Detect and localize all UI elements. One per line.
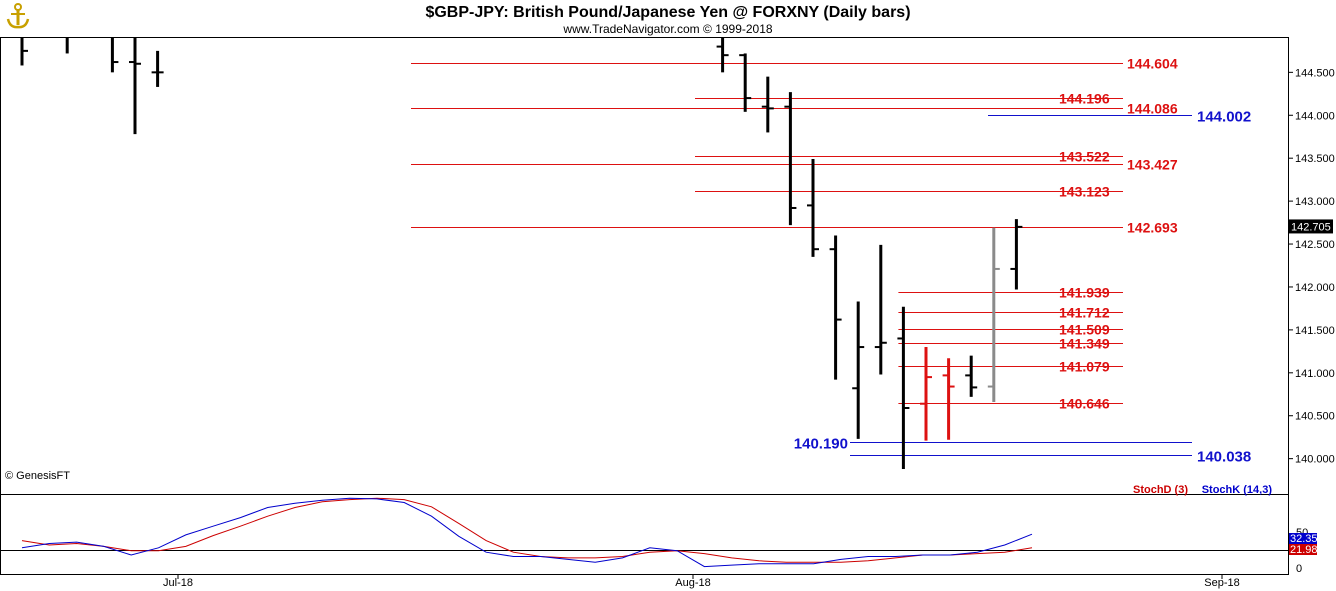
price-tick-label: 144.000 bbox=[1295, 110, 1335, 122]
level-label: 141.509 bbox=[1059, 322, 1110, 338]
level-label: 143.123 bbox=[1059, 184, 1110, 200]
extreme-label: 140.190 bbox=[794, 436, 848, 453]
level-label: 144.604 bbox=[1127, 56, 1178, 72]
ohlc-bar bbox=[151, 50, 164, 87]
ohlc-bar bbox=[852, 301, 865, 439]
ohlc-bar bbox=[1010, 219, 1023, 290]
ohlc-bar bbox=[897, 306, 910, 469]
stoch-d-badge bbox=[1289, 544, 1317, 555]
chart-title: $GBP-JPY: British Pound/Japanese Yen @ F… bbox=[425, 4, 910, 21]
ohlc-bar bbox=[716, 38, 729, 73]
price-tick-label: 141.500 bbox=[1295, 325, 1335, 337]
extreme-label: 140.038 bbox=[1197, 449, 1251, 466]
legend-stoch-d: StochD (3) bbox=[1133, 484, 1188, 496]
anchor-icon bbox=[6, 3, 30, 29]
level-label: 141.939 bbox=[1059, 285, 1110, 301]
ohlc-bar bbox=[829, 235, 842, 380]
bars-layer bbox=[20, 38, 1023, 469]
ohlc-bar bbox=[110, 38, 119, 73]
ohlc-bar bbox=[942, 358, 955, 440]
level-label: 141.079 bbox=[1059, 359, 1110, 375]
level-label: 144.196 bbox=[1059, 91, 1110, 107]
level-label: 144.086 bbox=[1127, 101, 1178, 117]
extreme-label: 144.002 bbox=[1197, 109, 1251, 126]
ohlc-bar bbox=[129, 38, 141, 135]
ohlc-bar bbox=[761, 76, 774, 133]
price-tick-label: 141.000 bbox=[1295, 368, 1335, 380]
stoch-tick-label: 0 bbox=[1296, 563, 1302, 575]
ohlc-bar bbox=[739, 53, 752, 112]
price-axis: 144.500 144.000 143.500 143.000 142.500 142.0… bbox=[1288, 67, 1335, 466]
price-tick-label: 142.500 bbox=[1295, 239, 1335, 251]
level-label: 143.522 bbox=[1059, 149, 1110, 165]
stoch-k-line bbox=[21, 497, 1033, 568]
genesis-watermark: © GenesisFT bbox=[5, 470, 70, 482]
price-tick-label: 140.500 bbox=[1295, 411, 1335, 423]
last-price-badge bbox=[1289, 219, 1333, 234]
price-tick-label: 143.500 bbox=[1295, 153, 1335, 165]
level-label: 143.427 bbox=[1127, 157, 1178, 173]
legend-stoch-k: StochK (14,3) bbox=[1202, 484, 1273, 496]
level-label: 141.712 bbox=[1059, 305, 1110, 321]
stoch-d-value: 21.98 bbox=[1290, 544, 1318, 556]
time-tick-label: Jul-18 bbox=[163, 577, 193, 589]
time-tick-label: Sep-18 bbox=[1204, 577, 1239, 589]
level-label: 140.646 bbox=[1059, 396, 1110, 412]
time-axis: Jul-18 Aug-18 Sep-18 bbox=[163, 575, 1240, 589]
level-label: 142.693 bbox=[1127, 220, 1178, 236]
stoch-k-value: 32.35 bbox=[1290, 533, 1318, 545]
levels-layer: 144.604 144.196 144.086 143.522 143.427 143.1… bbox=[411, 56, 1251, 466]
ohlc-bar bbox=[920, 347, 932, 441]
price-tick-label: 144.500 bbox=[1295, 67, 1335, 79]
level-label: 141.349 bbox=[1059, 336, 1110, 352]
price-tick-label: 140.000 bbox=[1295, 454, 1335, 466]
stoch-d-line bbox=[21, 497, 1033, 563]
ohlc-bar bbox=[20, 38, 28, 66]
ohlc-bar bbox=[807, 159, 819, 257]
last-price-label: 142.705 bbox=[1291, 221, 1331, 233]
time-tick-label: Aug-18 bbox=[675, 577, 710, 589]
ohlc-bar bbox=[987, 227, 1000, 402]
ohlc-bar bbox=[784, 92, 797, 226]
chart-subtitle: www.TradeNavigator.com © 1999-2018 bbox=[562, 22, 772, 36]
stoch-k-badge bbox=[1289, 533, 1317, 544]
ohlc-bar bbox=[965, 355, 978, 397]
price-tick-label: 142.000 bbox=[1295, 282, 1335, 294]
ohlc-bar bbox=[874, 244, 887, 375]
price-tick-label: 143.000 bbox=[1295, 196, 1335, 208]
